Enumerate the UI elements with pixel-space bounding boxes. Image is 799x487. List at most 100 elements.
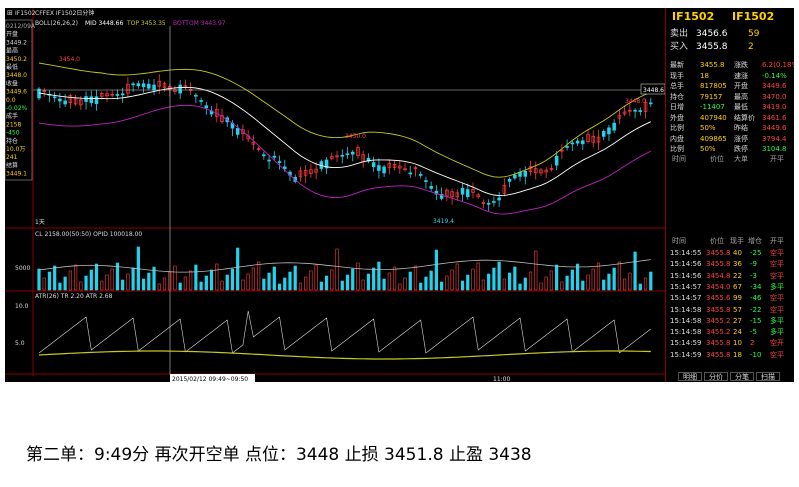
volume-bar [178,282,182,291]
tab-4[interactable]: 扫描 [756,372,780,381]
volume-bar [94,263,99,291]
trade-time: 15:14:57 [670,294,702,303]
volume-bar [408,271,412,291]
trade-oi: -15 [750,316,762,325]
volume-bar [387,272,391,291]
trade-time: 15:14:58 [670,316,702,325]
candle-body [575,140,580,144]
candle-body [63,100,67,105]
candle-body [554,155,559,166]
candle-body [418,174,423,176]
info-box-item: 持仓 [6,137,18,145]
bid-volume: 2 [748,42,754,52]
trade-row[interactable]: 15:14:58 3455.8 57 -22 空平 [666,305,794,316]
volume-bar [262,278,266,291]
candle-body [392,164,397,168]
candle-body [251,141,256,145]
quote-value: 50% [700,145,716,153]
candle-body [194,94,198,97]
volume-bar [330,269,334,291]
info-box-item: 10.0万 [6,146,25,153]
volume-bar [481,279,486,291]
trade-row[interactable]: 15:14:58 3455.2 24 -5 多平 [666,327,794,338]
info-box-item: 241 [6,154,18,161]
trade-row[interactable]: 15:14:56 3454.8 22 -3 空平 [666,271,794,282]
candle-body [560,149,564,152]
quote-label: 涨停 [734,134,748,143]
trade-row[interactable]: 15:14:59 3455.8 18 -10 空平 [666,350,794,361]
candle-body [549,168,554,170]
label-low: 3419.4 [433,218,454,225]
candle-body [544,169,548,173]
trade-row[interactable]: 15:14:58 3455.2 27 -15 多平 [666,316,794,327]
trade-time: 15:14:59 [670,339,702,348]
volume-bar [58,282,62,291]
volume-bar [643,277,648,291]
candle-body [398,165,402,169]
candle-body [356,147,360,156]
volume-bar [241,279,245,291]
volume-bar [105,274,109,291]
trade-row[interactable]: 15:14:56 3455.8 36 -9 空平 [666,259,794,270]
volume-bar [152,266,156,291]
volume-bar [649,271,653,291]
trade-nature: 多平 [770,282,784,291]
volume-bar [434,249,438,291]
volume-bar [398,283,402,291]
trade-time: 15:14:56 [670,271,702,280]
quote-label: 日增 [670,103,684,111]
boll-top-line [38,62,651,178]
quote-label: 最新 [670,61,684,69]
trade-row[interactable]: 15:14:59 3455.8 10 2 空开 [666,338,794,349]
quote-row: 比例 50% 昨结 3449.6 [666,123,794,134]
tab-1[interactable]: 明细 [678,372,702,381]
trade-row[interactable]: 15:14:57 3454.0 67 -34 多平 [666,282,794,293]
quote-value: 3449.6 [762,124,787,132]
bid-price: 3455.8 [696,42,728,52]
candle-body [481,202,486,204]
candle-body [492,201,496,203]
candle-body [513,174,517,179]
volume-bar [293,265,297,291]
volume-bar [121,279,125,291]
volume-bar [366,273,371,291]
candle-body [262,154,266,157]
period-label: 1天 [35,219,45,226]
trade-oi: -22 [750,305,762,314]
candle-body [591,135,596,143]
quote-value: -0.14% [762,71,787,80]
volume-bar [251,267,255,291]
volume-bar [267,272,271,291]
candle-body [612,122,616,131]
trade-time: 15:14:58 [670,305,702,314]
volume-bar [194,264,198,291]
candle-body [58,98,62,102]
volume-bar [502,278,506,291]
quote-row: 内盘 409865 涨停 3794.4 [666,134,794,145]
volume-bar [440,281,444,291]
trade-nature: 空平 [770,260,784,269]
volume-bar [518,283,522,291]
candle-body [507,178,512,182]
kline-chart[interactable]: CFFEX IF1502日分钟 BOLL(26,26,2) MID 3448.66 T… [5,8,665,382]
boll-mid-label: MID 3448.66 [85,20,123,27]
tab-2[interactable]: 分价 [704,372,728,381]
candle-body [413,167,418,169]
candle-body [204,105,209,109]
trade-row[interactable]: 15:14:55 3455.8 40 -25 空平 [666,248,794,259]
info-box-item: 3448.0 [6,72,27,79]
volume-bar [115,262,120,291]
trading-terminal: CFFEX IF1502日分钟 BOLL(26,26,2) MID 3448.66 T… [5,8,794,382]
trade-nature: 空平 [770,249,784,257]
info-box-item: 0.0 [6,97,16,104]
candle-body [152,84,156,91]
candle-body [486,202,491,205]
atr-tick-5: 5.0 [15,340,25,347]
volume-bar [466,274,470,291]
label-right-high: 3448.0 [625,98,646,105]
trade-nature: 空平 [770,350,784,359]
volume-bar [450,269,454,291]
trade-row[interactable]: 15:14:57 3455.6 99 -46 空平 [666,293,794,304]
tab-3[interactable]: 分笔 [730,372,754,381]
volume-bar [126,273,130,291]
